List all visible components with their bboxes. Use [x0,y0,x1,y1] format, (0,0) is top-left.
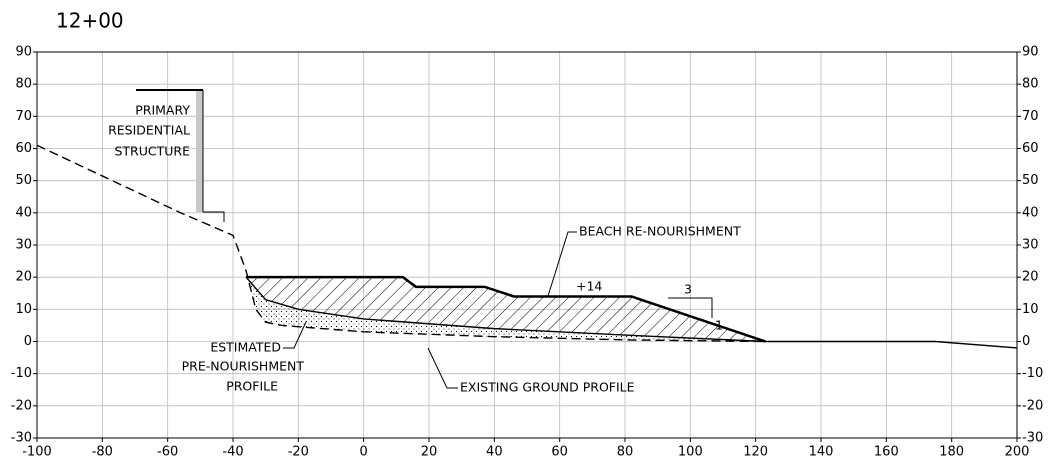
y2-tick-label: 0 [1022,334,1030,349]
annotation: PROFILE [226,379,278,394]
y-tick-label: -20 [11,398,32,413]
chart-title: 12+00 [56,9,124,33]
y2-tick-label: 40 [1022,205,1039,220]
annotation: PRE-NOURISHMENT [182,359,305,374]
x-tick-label: 40 [486,445,503,460]
y2-tick-label: -20 [1022,398,1043,413]
annotation: 3 [684,282,692,297]
y2-tick-label: -30 [1022,431,1043,446]
y-tick-label: 40 [15,205,32,220]
x-tick-label: 20 [421,445,438,460]
y-tick-label: 90 [15,45,32,60]
y-tick-label: -30 [11,431,32,446]
profile-line [246,275,766,343]
y-tick-label: 0 [24,334,32,349]
y2-tick-label: 80 [1022,77,1039,92]
x-tick-label: -40 [222,445,243,460]
x-tick-label: 60 [551,445,568,460]
x-tick-label: -20 [288,445,309,460]
pre-nourishment-fill [246,270,766,342]
annotation: RESIDENTIAL [108,123,190,138]
leader [283,321,307,349]
profile-line [245,276,766,343]
annotation: EXISTING GROUND PROFILE [460,380,635,395]
y-tick-label: 60 [15,141,32,156]
leader [427,347,458,389]
x-tick-label: 140 [809,445,834,460]
y2-tick-label: 70 [1022,109,1039,124]
structure-wall [196,90,203,212]
x-tick-label: 200 [1005,445,1030,460]
y-tick-label: 70 [15,109,32,124]
x-tick-label: 100 [678,445,703,460]
nourishment-fill [246,277,766,342]
y-tick-label: 20 [15,270,32,285]
x-tick-label: 80 [617,445,634,460]
annotation: BEACH RE-NOURISHMENT [579,224,741,239]
annotation: ESTIMATED [210,340,281,355]
profile-line [765,340,1018,349]
x-tick-label: -100 [22,445,52,460]
y2-tick-label: 60 [1022,141,1039,156]
y2-tick-label: -10 [1022,366,1043,381]
annotation: +14 [576,279,602,294]
x-tick-label: -80 [92,445,113,460]
x-tick-label: 0 [360,445,368,460]
y2-tick-label: 20 [1022,270,1039,285]
y-tick-label: 10 [15,302,32,317]
y-tick-label: -10 [11,366,32,381]
y-tick-label: 30 [15,238,32,253]
y2-tick-label: 10 [1022,302,1039,317]
structure-footing [203,211,225,222]
y2-tick-label: 30 [1022,238,1039,253]
fills [246,270,766,342]
x-tick-label: -60 [157,445,178,460]
x-tick-label: 120 [743,445,768,460]
x-tick-label: 180 [939,445,964,460]
annotation: PRIMARY [135,103,190,118]
slope-mark [668,297,713,318]
x-tick-label: 160 [874,445,899,460]
leader [547,231,577,297]
y2-tick-label: 90 [1022,45,1039,60]
y-tick-label: 50 [15,173,32,188]
profile-line [36,144,766,343]
annotation: STRUCTURE [114,144,190,159]
y-tick-label: 80 [15,77,32,92]
y2-tick-label: 50 [1022,173,1039,188]
